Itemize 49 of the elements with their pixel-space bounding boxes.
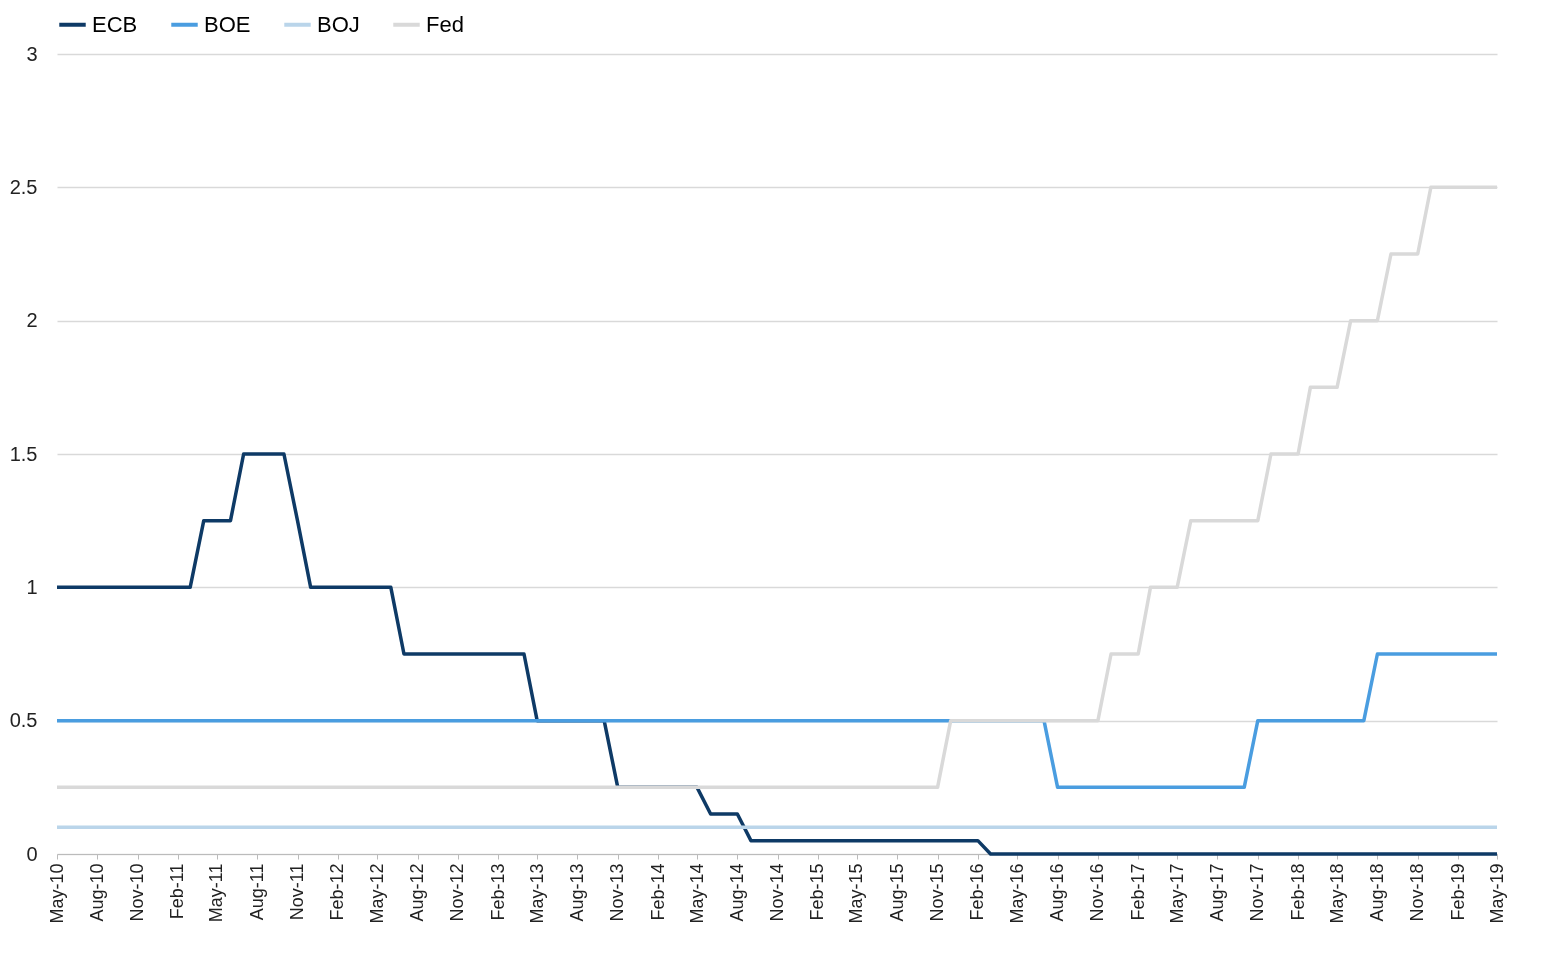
x-tick-label: Nov-14 — [767, 863, 788, 922]
x-tick-label: Feb-13 — [487, 863, 508, 921]
x-tick-label: Nov-10 — [127, 863, 148, 922]
y-tick-label: 1 — [26, 575, 38, 598]
line-series — [55, 452, 1499, 856]
x-tick-label: Feb-12 — [327, 863, 348, 921]
legend-label: Fed — [426, 11, 464, 37]
x-tick-label: Aug-13 — [566, 863, 587, 922]
x-tick-label: May-18 — [1326, 863, 1347, 924]
legend-label: ECB — [92, 11, 138, 37]
x-tick-label: Nov-11 — [287, 863, 308, 921]
x-tick-label: Nov-16 — [1087, 863, 1108, 922]
x-tick-label: May-15 — [846, 863, 867, 924]
legend-label: BOE — [204, 11, 251, 37]
x-tick-label: Nov-12 — [447, 863, 468, 922]
x-tick-label: Aug-14 — [726, 863, 747, 922]
x-tick-label: May-14 — [686, 863, 707, 924]
y-tick-label: 2.5 — [9, 175, 38, 198]
y-tick-label: 0.5 — [9, 709, 38, 732]
x-tick-label: May-19 — [1486, 863, 1507, 924]
x-tick-label: Nov-17 — [1247, 863, 1268, 922]
legend-label: BOJ — [317, 11, 360, 37]
x-tick-label: Feb-19 — [1447, 863, 1468, 921]
x-tick-label: Feb-15 — [807, 863, 828, 921]
x-tick-label: Aug-11 — [246, 863, 267, 921]
x-tick-label: Nov-18 — [1407, 863, 1428, 922]
x-tick-label: May-17 — [1166, 863, 1187, 924]
x-tick-label: Aug-17 — [1207, 863, 1227, 922]
x-tick-label: May-10 — [46, 863, 67, 924]
x-tick-label: Feb-11 — [167, 863, 188, 920]
x-tick-label: Feb-18 — [1287, 863, 1308, 921]
x-tick-label: Nov-13 — [607, 863, 628, 922]
y-tick-label: 2 — [26, 309, 38, 332]
x-tick-label: May-16 — [1006, 863, 1027, 924]
x-tick-label: May-11 — [206, 863, 227, 923]
x-tick-label: May-12 — [366, 863, 387, 924]
x-tick-label: Aug-15 — [886, 863, 907, 922]
x-tick-label: Aug-12 — [407, 863, 428, 922]
y-tick-label: 1.5 — [9, 442, 38, 465]
y-tick-label: 0 — [26, 842, 38, 865]
x-tick-label: Feb-14 — [647, 863, 668, 921]
x-tick-label: Aug-18 — [1366, 863, 1387, 922]
x-tick-label: Feb-17 — [1127, 863, 1148, 921]
x-tick-label: Nov-15 — [927, 863, 948, 922]
y-tick-label: 3 — [26, 42, 38, 65]
x-tick-label: Aug-10 — [86, 863, 107, 922]
x-tick-label: May-13 — [526, 863, 547, 924]
x-tick-label: Feb-16 — [967, 863, 988, 921]
x-tick-label: Aug-16 — [1047, 863, 1068, 922]
